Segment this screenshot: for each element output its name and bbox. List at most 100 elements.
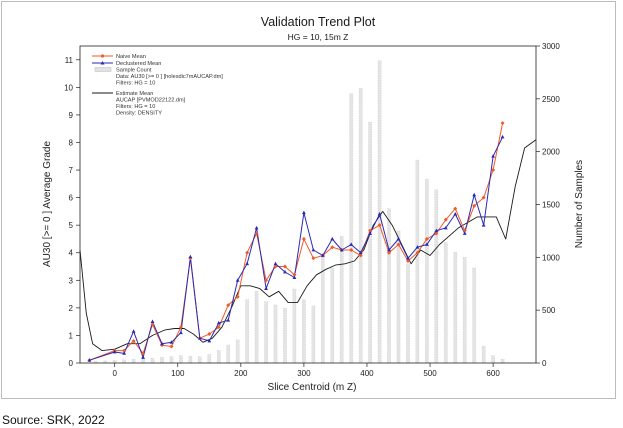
naive-mean-point <box>169 344 174 349</box>
declustered-mean-point <box>320 253 325 257</box>
sample-count-bar <box>396 230 401 364</box>
naive-mean-point <box>131 338 136 343</box>
declustered-mean-point <box>216 320 221 325</box>
y2-tick-label: 1000 <box>542 253 560 262</box>
sample-count-bar <box>292 288 297 364</box>
declustered-mean-point <box>197 336 202 340</box>
y-axis-ticks: 0 1 2 3 4 5 6 7 8 9 10 11 <box>64 56 80 368</box>
sample-count-bar <box>254 290 259 364</box>
chart-title: Validation Trend Plot <box>261 15 376 29</box>
y-tick-label: 5 <box>69 221 74 230</box>
x-tick-label: 500 <box>423 369 437 378</box>
sample-count-bar <box>368 121 372 364</box>
sample-count-bar <box>112 360 117 364</box>
naive-mean-point <box>396 242 401 247</box>
declustered-mean-point <box>349 242 354 246</box>
naive-mean-point <box>235 294 240 299</box>
naive-mean-point <box>349 247 354 252</box>
y-tick-label: 4 <box>69 249 74 258</box>
declustered-mean-point <box>434 228 439 233</box>
sample-count-bar <box>150 358 155 364</box>
legend-data-filter: Filters: HG = 10 <box>116 81 155 87</box>
sample-count-bar <box>462 257 467 364</box>
declustered-mean-point <box>377 212 382 216</box>
legend-sample-count-swatch <box>94 67 112 72</box>
declustered-mean-point <box>368 231 373 235</box>
declustered-mean-point <box>472 192 477 197</box>
declustered-mean-point <box>264 286 268 290</box>
declustered-mean-point <box>207 338 212 343</box>
sample-count-bar <box>500 359 505 364</box>
sample-count-bar <box>188 355 193 364</box>
naive-mean-point <box>330 245 335 250</box>
naive-mean-point <box>178 325 183 330</box>
x-tick-label: 300 <box>297 369 311 378</box>
y-tick-label: 10 <box>64 83 73 92</box>
y-axis-label: AU30 [>= 0 ] Average Grade <box>42 141 53 267</box>
y-tick-label: 6 <box>69 194 74 203</box>
sample-count-bars <box>93 60 505 364</box>
naive-mean-point <box>282 264 287 269</box>
sample-count-bar <box>302 299 306 364</box>
declustered-mean-point <box>283 269 287 274</box>
naive-mean-point <box>491 168 496 173</box>
sample-count-bar <box>377 60 382 364</box>
naive-mean-point <box>254 231 259 236</box>
declustered-mean-point <box>141 355 145 359</box>
y-tick-label: 9 <box>69 111 74 120</box>
declustered-mean-point <box>424 242 429 246</box>
sample-count-bar <box>103 360 107 364</box>
sample-count-bar <box>264 301 268 364</box>
y-tick-label: 8 <box>69 138 74 147</box>
y-tick-label: 2 <box>69 304 74 313</box>
declustered-mean-point <box>491 154 496 158</box>
legend: Naive Mean Declustered Mean Sample Count… <box>92 54 223 117</box>
naive-mean-point <box>424 236 429 241</box>
y-tick-label: 1 <box>69 331 74 340</box>
declustered-mean-point <box>245 261 250 266</box>
naive-mean-point <box>245 250 250 255</box>
x-tick-label: 200 <box>234 369 248 378</box>
sample-count-bar <box>207 354 212 364</box>
declustered-mean-point <box>387 247 391 252</box>
declustered-mean-point <box>500 134 505 139</box>
x-axis-ticks: 0 100 200 300 400 500 600 <box>112 363 500 378</box>
y-tick-label: 3 <box>69 276 74 285</box>
y-tick-label: 11 <box>65 56 74 65</box>
y2-tick-label: 3000 <box>542 42 560 51</box>
naive-mean-point <box>207 332 212 337</box>
declustered-mean-point <box>87 358 92 362</box>
sample-count-bar <box>169 356 174 364</box>
series-markers <box>87 121 505 363</box>
estimate-mean-line <box>79 139 537 352</box>
x-tick-label: 400 <box>360 369 374 378</box>
sample-count-bar <box>406 263 410 364</box>
sample-count-bar <box>131 359 136 364</box>
declustered-mean-point <box>160 341 164 346</box>
series-lines <box>79 123 537 361</box>
naive-mean-point <box>150 322 155 327</box>
y2-tick-label: 0 <box>542 359 547 368</box>
legend-declustered-mean-marker <box>100 61 105 65</box>
sample-count-bar <box>226 344 231 364</box>
naive-mean-point <box>122 348 127 353</box>
sample-count-bar <box>387 208 391 364</box>
naive-mean-point <box>415 250 420 255</box>
declustered-mean-point <box>358 250 363 255</box>
sample-count-bar <box>160 357 164 364</box>
sample-count-bar <box>245 299 249 364</box>
declustered-mean-point <box>273 261 278 266</box>
naive-mean-point <box>264 278 269 283</box>
declustered-mean-point <box>453 212 458 216</box>
declustered-mean-point <box>415 245 420 249</box>
declustered-mean-point <box>131 329 136 333</box>
naive-mean-point <box>387 250 392 255</box>
sample-count-bar <box>235 339 240 364</box>
sample-count-bar <box>179 355 183 364</box>
sample-count-bar <box>444 242 448 364</box>
y2-tick-label: 500 <box>542 306 556 315</box>
sample-count-bar <box>339 235 344 364</box>
y2-axis-ticks: 0 500 1000 1500 2000 2500 3000 <box>536 42 560 368</box>
naive-mean-point <box>462 228 467 233</box>
sample-count-bar <box>481 345 486 364</box>
